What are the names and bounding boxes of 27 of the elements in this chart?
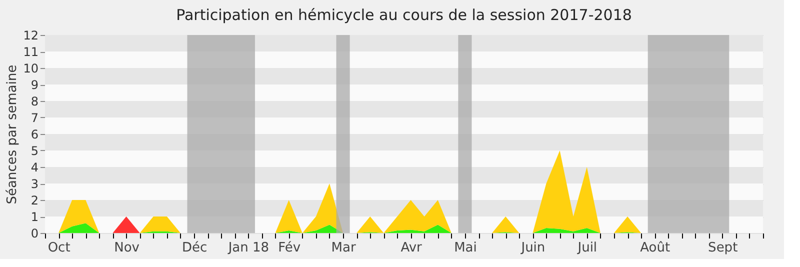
y-tick-label: 10 (23, 62, 38, 76)
y-tick-label: 9 (30, 78, 38, 92)
chart-title: Participation en hémicycle au cours de la session 2017-2018 (176, 6, 632, 24)
y-tick-label: 11 (23, 45, 38, 59)
x-tick-label: Avr (400, 240, 423, 256)
y-tick-label: 2 (30, 194, 38, 208)
y-tick-label: 7 (30, 111, 38, 125)
y-axis-title: Séances par semaine (5, 64, 20, 204)
x-tick-label: Mai (454, 240, 477, 256)
y-tick-label: 0 (30, 226, 38, 240)
x-tick-label: Déc (182, 240, 208, 256)
y-tick-label: 5 (30, 144, 38, 158)
x-tick-label: Nov (114, 240, 140, 256)
y-tick-label: 4 (30, 160, 38, 174)
x-tick-label: Fév (278, 240, 301, 256)
y-tick-label: 3 (30, 177, 38, 191)
y-tick-label: 6 (30, 128, 38, 142)
y-tick-label: 1 (30, 210, 38, 224)
y-tick-label: 8 (30, 94, 38, 108)
x-tick-label: Juin (520, 240, 546, 256)
x-tick-label: Sept (708, 240, 738, 256)
x-tick-label: Oct (48, 240, 70, 256)
y-tick-label: 12 (23, 28, 38, 42)
x-tick-label: Mar (331, 240, 356, 256)
x-tick-label: Jan 18 (227, 240, 270, 256)
x-tick-label: Juil (576, 240, 598, 256)
x-tick-label: Août (640, 240, 670, 256)
